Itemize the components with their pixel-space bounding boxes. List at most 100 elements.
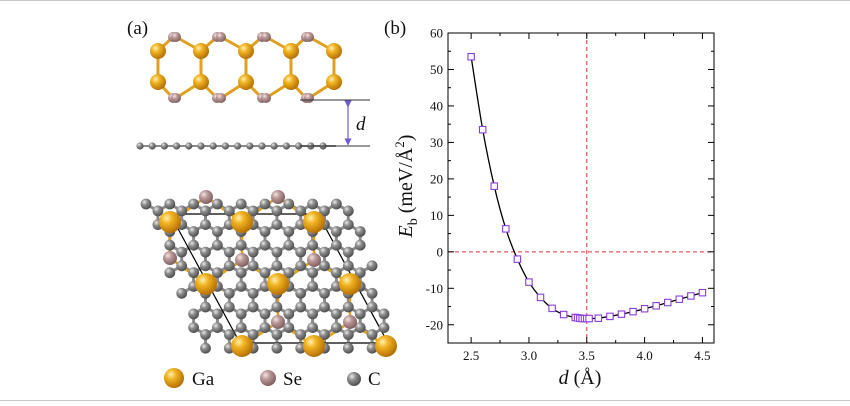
y-tick-label: -20: [426, 317, 443, 332]
legend-se-swatch: [260, 370, 276, 386]
se-atom: [261, 32, 271, 42]
c-atom: [331, 308, 342, 320]
data-point-marker: [502, 225, 510, 233]
ga-atom: [193, 43, 209, 59]
c-atom: [319, 329, 330, 340]
data-point-marker: [687, 292, 695, 300]
c-atom: [271, 301, 283, 313]
y-tick-label: 20: [430, 171, 443, 186]
c-atom: [259, 198, 271, 210]
data-point-marker: [606, 312, 614, 321]
ga-atom: [283, 43, 299, 59]
c-atom: [354, 322, 366, 333]
ga-atom: [195, 273, 217, 295]
c-atom: [176, 260, 188, 272]
c-atom: [283, 226, 295, 237]
c-atom: [283, 198, 295, 210]
y-tick-label: 0: [437, 244, 444, 259]
ga-atom: [150, 43, 166, 59]
c-atom: [176, 246, 188, 258]
c-atom: [307, 281, 318, 292]
se-atom: [304, 93, 314, 103]
se-atom: [271, 315, 285, 329]
se-atom: [307, 253, 321, 267]
c-atom: [148, 142, 156, 150]
c-atom: [212, 308, 223, 320]
c-atom: [212, 267, 223, 279]
y-tick-label: 50: [430, 62, 443, 77]
c-atom: [283, 239, 295, 251]
c-atom: [164, 239, 176, 251]
c-atom: [136, 142, 144, 150]
c-atom: [212, 322, 223, 333]
c-atom: [235, 239, 247, 251]
c-atom: [366, 301, 378, 313]
panel-a-label: (a): [127, 18, 148, 39]
c-atom: [223, 246, 235, 258]
c-atom: [295, 142, 303, 150]
c-atom: [354, 226, 366, 237]
c-atom: [209, 142, 217, 150]
c-atom: [235, 267, 247, 279]
legend-c-swatch: [347, 372, 361, 386]
c-atom: [247, 301, 259, 313]
ga-atom: [159, 211, 181, 233]
legend-ga-swatch: [164, 368, 184, 388]
x-tick-label: 2.5: [463, 348, 479, 363]
c-atom: [271, 260, 283, 272]
ga-atom: [339, 273, 361, 295]
top-view-structure: [140, 190, 397, 357]
c-atom: [247, 205, 259, 217]
c-atom: [271, 329, 283, 340]
plot-frame: [447, 32, 715, 344]
c-atom: [366, 287, 378, 299]
c-atom: [319, 301, 330, 313]
x-tick-label: 4.5: [694, 348, 710, 363]
y-tick-label: -10: [426, 281, 443, 296]
c-atom: [331, 226, 342, 237]
x-tick-label: 4.0: [636, 348, 652, 363]
side-view-structure: [150, 32, 342, 103]
y-tick-label: 40: [430, 98, 443, 113]
c-atom: [307, 267, 318, 279]
data-point-marker: [548, 304, 556, 313]
ga-atom: [231, 335, 253, 357]
c-atom: [307, 198, 318, 210]
se-atom: [261, 93, 271, 103]
ga-atom: [231, 211, 253, 233]
c-atom: [247, 246, 259, 258]
c-atom: [200, 205, 211, 217]
se-atom: [235, 253, 249, 267]
c-atom: [176, 205, 188, 217]
c-atom: [140, 198, 152, 210]
c-atom: [331, 198, 342, 210]
se-atom: [171, 32, 181, 42]
se-atom: [216, 32, 226, 42]
data-point-marker: [698, 288, 707, 297]
c-atom: [342, 260, 354, 272]
c-atom: [366, 342, 378, 354]
legend-ga: Ga: [164, 368, 215, 390]
legend-se-label: Se: [283, 369, 302, 390]
se-atom: [343, 315, 357, 329]
ga-atom: [150, 74, 166, 90]
x-axis-label: d (Å): [559, 367, 602, 389]
c-atom: [331, 267, 342, 279]
axis-ticks: 2.5 3.0 3.5 4.0 4.5 -20 -10 0 10 20 30 40 50 60: [426, 26, 714, 363]
c-atom: [295, 205, 307, 217]
legend-c: C: [347, 369, 381, 390]
se-atom: [304, 32, 314, 42]
atom-legend: Ga Se C: [164, 368, 381, 390]
c-atom: [188, 226, 200, 237]
data-point-marker: [478, 125, 487, 134]
c-atom: [234, 142, 242, 150]
c-atom: [307, 239, 318, 251]
c-atom: [378, 308, 390, 320]
data-point-marker: [640, 304, 649, 313]
c-atom: [331, 322, 342, 333]
binding-energy-plot: 2.5 3.0 3.5 4.0 4.5 -20 -10 0 10 20 30 40 50 60 d (Å)…: [392, 26, 715, 389]
c-atom: [212, 226, 223, 237]
c-atom: [295, 301, 307, 313]
c-atom: [271, 205, 283, 217]
reference-lines: [448, 33, 714, 343]
